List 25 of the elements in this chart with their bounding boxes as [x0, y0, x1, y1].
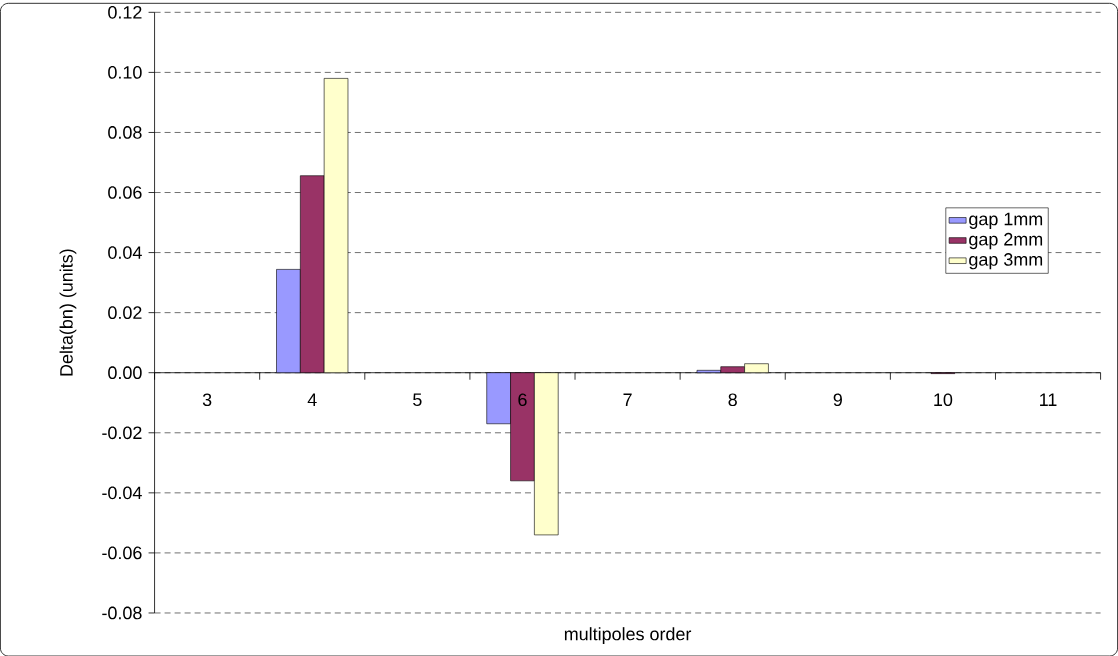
- x-tick-label: 10: [934, 393, 953, 406]
- y-tick-label: 0.10: [108, 65, 142, 79]
- x-tick-label: 5: [413, 393, 422, 406]
- y-tick-label: -0.08: [102, 606, 142, 620]
- y-tick-label: -0.06: [102, 546, 142, 560]
- y-tick-label: -0.02: [102, 426, 142, 439]
- x-tick-label: 4: [307, 393, 317, 406]
- y-tick-label: 0.04: [108, 246, 142, 259]
- x-tick-label: 7: [623, 393, 632, 406]
- x-axis-title: multipoles order: [564, 626, 692, 644]
- x-tick-label: 8: [728, 393, 737, 406]
- legend-label: gap 2mm: [969, 232, 1043, 249]
- y-tick-label: 0.12: [108, 5, 142, 19]
- x-tick-label: 3: [202, 393, 212, 406]
- legend-label: gap 1mm: [969, 212, 1043, 229]
- x-tick-label: 9: [833, 393, 842, 406]
- y-tick-label: -0.04: [102, 486, 142, 499]
- x-tick-label: 6: [518, 393, 527, 406]
- legend-label: gap 3mm: [969, 252, 1043, 270]
- y-tick-label: 0.02: [108, 306, 142, 319]
- x-tick-label: 11: [1040, 393, 1057, 406]
- y-tick-label: 0.00: [108, 366, 142, 379]
- y-tick-label: 0.08: [108, 125, 142, 139]
- y-tick-label: 0.06: [108, 185, 142, 199]
- y-axis-title: Delta(bn) (units): [59, 249, 77, 376]
